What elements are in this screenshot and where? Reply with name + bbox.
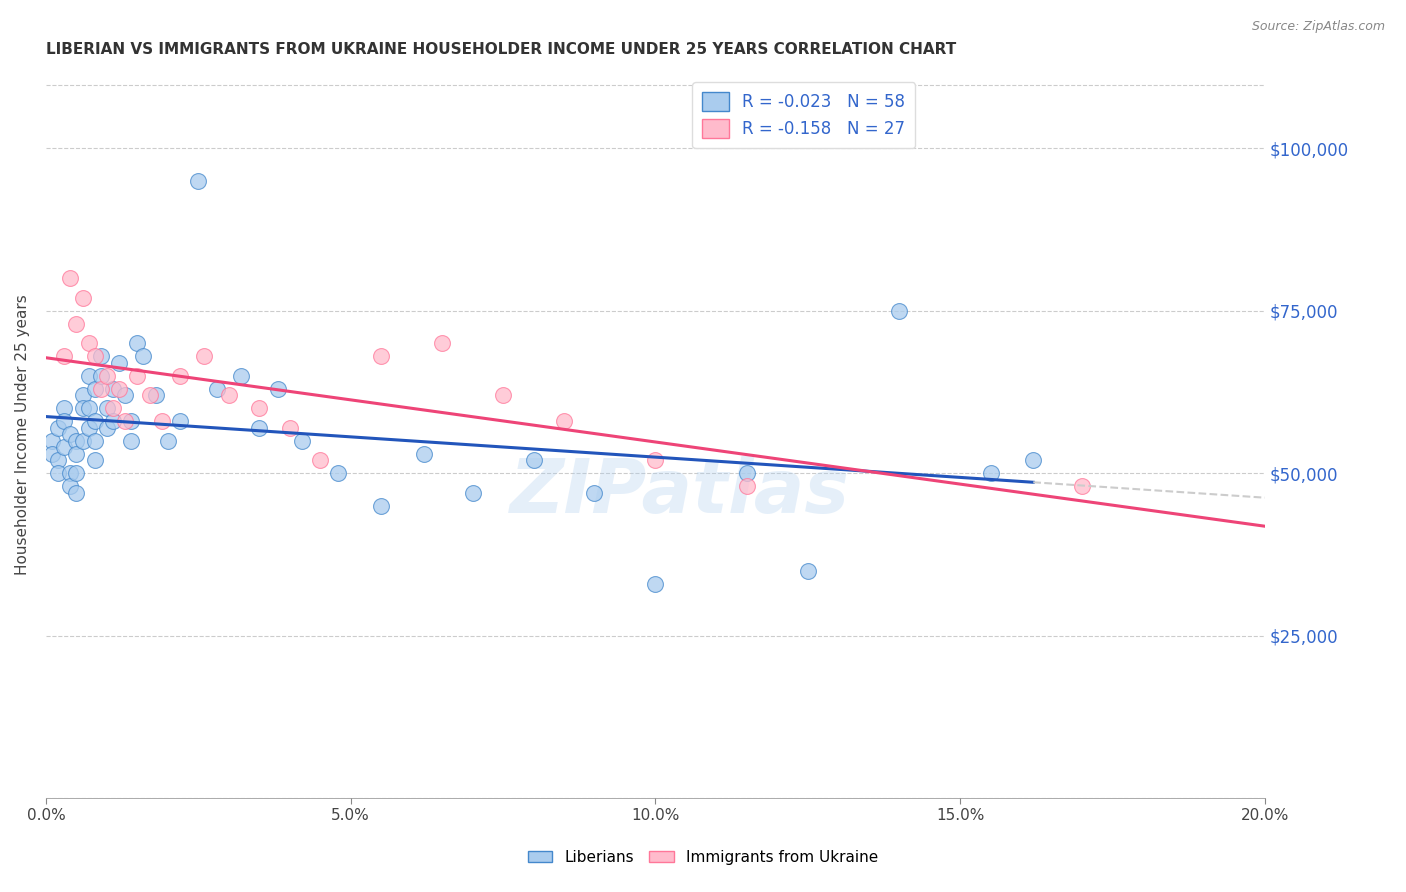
Point (247, 401, 270, 416)
Point (101, 401, 124, 416)
Point (83, 434, 105, 448)
Point (145, 388, 167, 402)
Point (65, 447, 87, 461)
Point (328, 467, 350, 481)
Point (90, 368, 112, 383)
Point (278, 421, 301, 435)
Point (96, 401, 118, 416)
Point (193, 349, 215, 363)
Point (266, 382, 288, 396)
Point (72, 388, 94, 402)
Point (72, 291, 94, 305)
Legend: R = -0.023   N = 58, R = -0.158   N = 27: R = -0.023 N = 58, R = -0.158 N = 27 (692, 82, 915, 148)
Point (553, 414, 575, 428)
Text: LIBERIAN VS IMMIGRANTS FROM UKRAINE HOUSEHOLDER INCOME UNDER 25 YEARS CORRELATIO: LIBERIAN VS IMMIGRANTS FROM UKRAINE HOUS… (46, 42, 956, 57)
Point (522, 453, 544, 467)
Point (492, 388, 515, 402)
Point (53, 401, 76, 416)
Point (644, 453, 666, 467)
Point (169, 368, 191, 383)
Point (65, 434, 87, 448)
Point (101, 382, 124, 396)
Point (1071, 479, 1094, 493)
Point (120, 434, 142, 448)
Point (53, 440, 76, 454)
Point (46, 467, 69, 481)
Point (370, 499, 392, 513)
Point (114, 388, 136, 402)
Point (150, 414, 173, 428)
Point (980, 467, 1002, 481)
Text: Source: ZipAtlas.com: Source: ZipAtlas.com (1251, 20, 1385, 33)
Point (90, 349, 112, 363)
Point (114, 414, 136, 428)
Point (735, 467, 758, 481)
Point (59, 271, 82, 285)
Point (735, 479, 758, 493)
Point (46, 453, 69, 467)
Point (41, 434, 63, 448)
Point (65, 317, 87, 331)
Point (156, 434, 179, 448)
Point (65, 485, 87, 500)
Point (59, 427, 82, 442)
Point (370, 349, 392, 363)
Legend: Liberians, Immigrants from Ukraine: Liberians, Immigrants from Ukraine (522, 844, 884, 871)
Y-axis label: Householder Income Under 25 years: Householder Income Under 25 years (15, 293, 30, 574)
Point (77, 336, 100, 351)
Point (53, 414, 76, 428)
Point (83, 414, 105, 428)
Point (889, 303, 911, 318)
Point (583, 485, 606, 500)
Point (644, 576, 666, 591)
Point (72, 401, 94, 416)
Point (108, 382, 131, 396)
Point (247, 421, 270, 435)
Point (430, 336, 453, 351)
Point (229, 368, 252, 383)
Point (138, 388, 160, 402)
Point (96, 421, 118, 435)
Point (108, 356, 131, 370)
Point (291, 434, 314, 448)
Point (59, 479, 82, 493)
Point (59, 467, 82, 481)
Point (53, 349, 76, 363)
Point (96, 368, 118, 383)
Point (77, 401, 100, 416)
Point (90, 382, 112, 396)
Point (101, 414, 124, 428)
Point (46, 421, 69, 435)
Point (187, 174, 209, 188)
Point (1022, 453, 1045, 467)
Point (127, 368, 149, 383)
Point (132, 349, 155, 363)
Point (65, 467, 87, 481)
Point (412, 447, 434, 461)
Point (41, 447, 63, 461)
Point (127, 336, 149, 351)
Point (72, 434, 94, 448)
Point (205, 382, 228, 396)
Point (77, 421, 100, 435)
Point (218, 388, 240, 402)
Point (83, 453, 105, 467)
Point (120, 414, 142, 428)
Point (461, 485, 484, 500)
Text: ZIPatlas: ZIPatlas (510, 456, 849, 529)
Point (77, 368, 100, 383)
Point (797, 564, 820, 578)
Point (309, 453, 332, 467)
Point (83, 349, 105, 363)
Point (83, 382, 105, 396)
Point (169, 414, 191, 428)
